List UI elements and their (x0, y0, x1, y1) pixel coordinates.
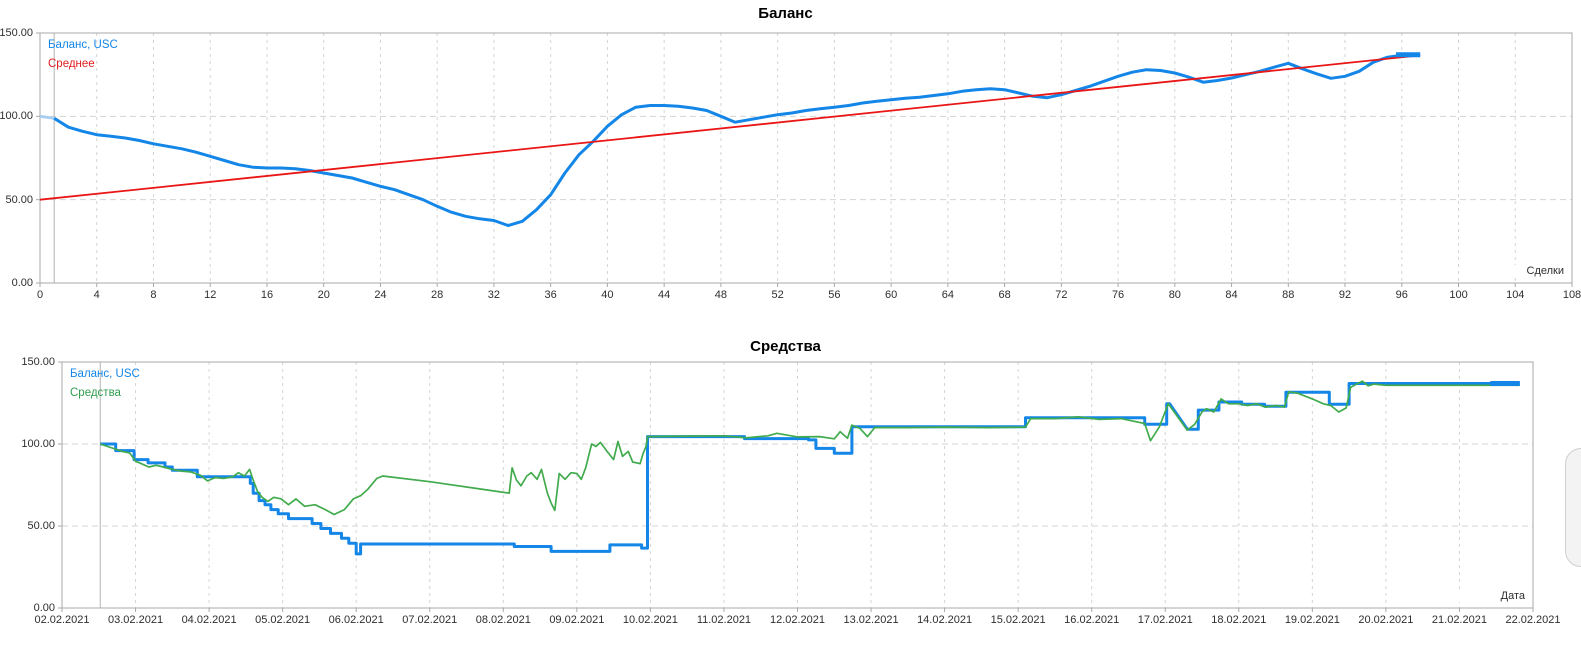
x-tick-label: 13.02.2021 (843, 614, 899, 626)
x-tick-label: 36 (544, 289, 557, 301)
y-tick-label: 100.00 (21, 438, 55, 450)
y-tick-label: 0.00 (11, 277, 33, 289)
x-tick-label: 80 (1168, 289, 1181, 301)
x-tick-label: 100 (1449, 289, 1468, 301)
y-tick-label: 50.00 (27, 520, 55, 532)
x-tick-label: 68 (998, 289, 1011, 301)
x-tick-label: 56 (828, 289, 841, 301)
x-tick-label: 4 (93, 289, 100, 301)
x-tick-label: 12 (204, 289, 217, 301)
balance-plot-canvas (36, 32, 1573, 287)
x-tick-label: 06.02.2021 (328, 614, 384, 626)
x-tick-label: 21.02.2021 (1431, 614, 1487, 626)
balance-chart: Баланс Баланс, USC Среднее Сделки 0 4 8 12 16… (0, 0, 1581, 322)
equity-chart: Средства Баланс, USC Средства Дата 02.02.… (0, 327, 1581, 647)
balance-chart-title: Баланс (758, 5, 813, 22)
x-tick-label: 72 (1055, 289, 1068, 301)
x-tick-label: 44 (658, 289, 671, 301)
balance-x-axis-label: Сделки (1494, 265, 1564, 277)
equity-plot-canvas (58, 361, 1534, 612)
balance-legend: Баланс, USC Среднее (48, 36, 118, 74)
x-tick-label: 20 (317, 289, 330, 301)
x-tick-label: 92 (1338, 289, 1352, 301)
x-tick-label: 104 (1506, 289, 1525, 301)
legend-item: Баланс, USC (70, 368, 140, 380)
x-tick-label: 16.02.2021 (1064, 614, 1120, 626)
x-tick-label: 12.02.2021 (769, 614, 826, 626)
x-tick-label: 10.02.2021 (622, 614, 678, 626)
x-tick-label: 02.02.2021 (34, 614, 90, 626)
x-tick-label: 07.02.2021 (402, 614, 458, 626)
x-tick-label: 52 (771, 289, 784, 301)
legend-item: Средства (70, 387, 121, 399)
x-tick-label: 14.02.2021 (917, 614, 973, 626)
series-average (39, 54, 1421, 201)
equity-legend: Баланс, USC Средства (70, 365, 140, 403)
edge-scroll-widget[interactable] (1565, 448, 1581, 567)
x-tick-label: 05.02.2021 (255, 614, 311, 626)
x-tick-label: 96 (1395, 289, 1408, 301)
series-balance-start (39, 114, 55, 120)
equity-chart-title: Средства (750, 338, 821, 355)
x-tick-label: 76 (1111, 289, 1125, 301)
x-tick-label: 0 (36, 289, 44, 301)
x-tick-label: 40 (601, 289, 614, 301)
x-tick-label: 28 (431, 289, 444, 301)
x-tick-label: 48 (714, 289, 727, 301)
x-tick-label: 24 (374, 289, 387, 301)
x-tick-label: 60 (884, 289, 898, 301)
y-tick-label: 0.00 (33, 602, 55, 614)
x-tick-label: 03.02.2021 (108, 614, 164, 626)
x-tick-label: 84 (1225, 289, 1238, 301)
legend-item: Среднее (48, 58, 95, 70)
plot-border (39, 32, 1573, 284)
series-equity (99, 380, 1520, 516)
series-balance (53, 53, 1417, 227)
x-tick-label: 11.02.2021 (696, 614, 752, 626)
legend-item: Баланс, USC (48, 39, 118, 51)
x-tick-label: 88 (1282, 289, 1295, 301)
x-tick-label: 08.02.2021 (475, 614, 531, 626)
x-tick-label: 64 (941, 289, 954, 301)
x-tick-label: 19.02.2021 (1284, 614, 1340, 626)
x-tick-label: 04.02.2021 (181, 614, 237, 626)
x-tick-label: 15.02.2021 (990, 614, 1046, 626)
y-tick-label: 150.00 (0, 27, 33, 39)
y-tick-label: 50.00 (5, 193, 33, 206)
x-tick-label: 22.02.2021 (1505, 614, 1561, 626)
y-tick-label: 100.00 (0, 110, 33, 123)
x-tick-label: 8 (150, 289, 157, 301)
x-tick-label: 20.02.2021 (1358, 614, 1414, 626)
x-tick-label: 18.02.2021 (1211, 614, 1267, 626)
equity-x-axis-label: Дата (1455, 590, 1525, 602)
series-balance (100, 382, 1520, 556)
x-tick-label: 09.02.2021 (549, 614, 605, 626)
plot-border (61, 361, 1534, 609)
x-tick-label: 17.02.2021 (1137, 614, 1193, 626)
x-tick-label: 32 (487, 289, 501, 301)
x-tick-label: 16 (260, 289, 274, 301)
y-tick-label: 150.00 (21, 356, 55, 368)
x-tick-label: 108 (1562, 289, 1581, 301)
